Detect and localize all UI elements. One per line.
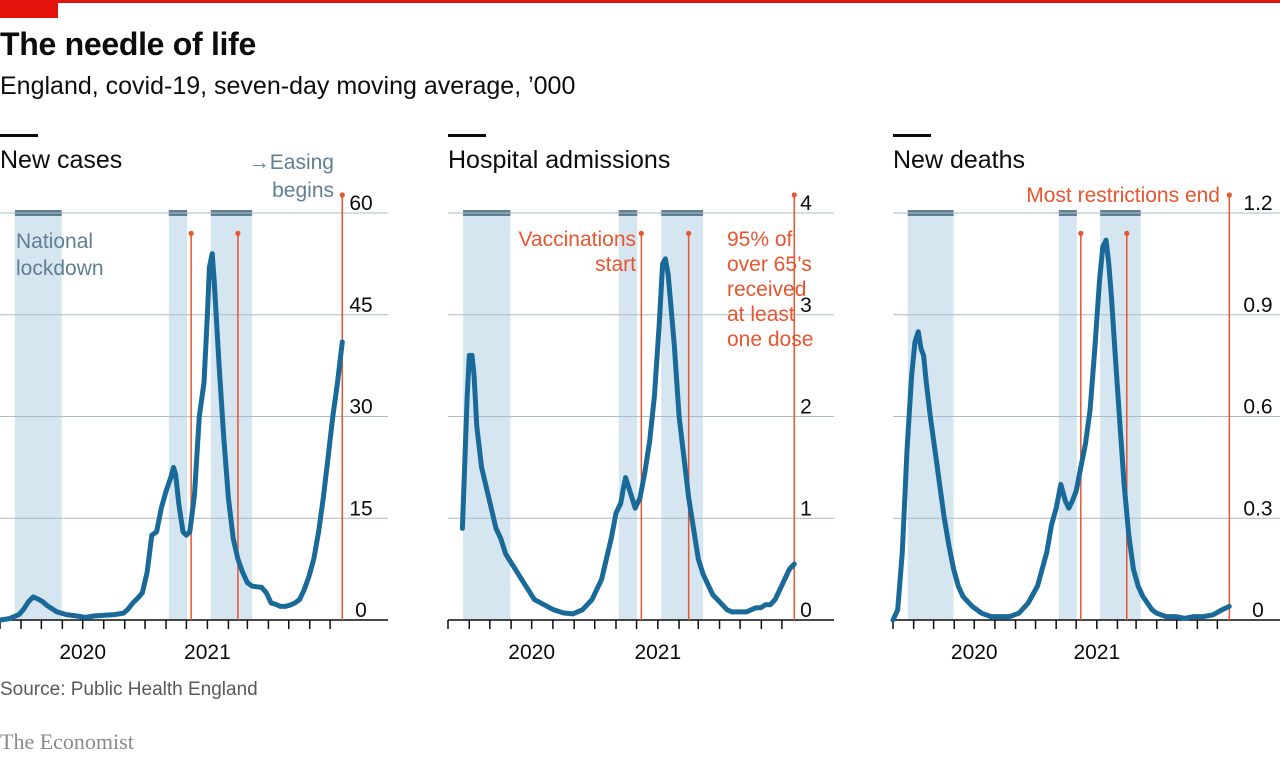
y-tick-label: 1 (800, 497, 812, 520)
y-tick-label: 2 (800, 396, 812, 419)
x-tick-label: 2021 (634, 641, 681, 664)
y-tick-label: 1.2 (1243, 192, 1272, 215)
annotation-start: start (595, 253, 636, 276)
panel-1: New cases 0 15 30 45 60 2020 2021 National lockdo… (0, 134, 388, 664)
panel-title-rule (448, 134, 486, 137)
panel-title: Hospital admissions (448, 146, 670, 174)
y-tick-label: 15 (349, 497, 372, 520)
annotation-95pct: one dose (727, 328, 813, 351)
annotation-95pct: received (727, 278, 806, 301)
y-tick-label: 60 (349, 192, 372, 215)
event-dot (1078, 230, 1084, 236)
y-tick-label: 0 (800, 599, 812, 622)
annotation-lockdown: lockdown (16, 257, 104, 280)
panel-title: New cases (0, 146, 122, 174)
panel-2: Hospital admissions 0 1 2 3 4 2020 2021 Vaccinat… (447, 134, 834, 664)
annotation-95pct: at least (727, 303, 795, 326)
annotation-national: National (16, 230, 93, 253)
y-tick-label: 0 (1252, 599, 1264, 622)
event-dot (188, 230, 194, 236)
y-tick-label: 0 (355, 599, 367, 622)
panel-title: New deaths (893, 146, 1025, 174)
event-dot (791, 192, 797, 198)
x-tick-label: 2020 (951, 641, 998, 664)
y-tick-label: 0.3 (1243, 497, 1272, 520)
annotation-95pct: 95% of (727, 228, 793, 251)
x-tick-label: 2020 (508, 641, 555, 664)
event-dot (1226, 192, 1232, 198)
chart-subtitle: England, covid-19, seven-day moving aver… (0, 72, 576, 100)
panel-title-rule (0, 134, 38, 137)
source-note: Source: Public Health England (0, 679, 258, 700)
y-tick-label: 4 (800, 192, 812, 215)
event-dot (638, 230, 644, 236)
panel-title-rule (893, 134, 931, 137)
event-dot (235, 230, 241, 236)
annotation-begins: begins (272, 179, 334, 202)
chart-title: The needle of life (0, 26, 256, 62)
event-dot (339, 192, 345, 198)
y-tick-label: 3 (800, 294, 812, 317)
x-tick-label: 2020 (59, 641, 106, 664)
y-tick-label: 0.9 (1243, 294, 1272, 317)
event-dot (1124, 230, 1130, 236)
top-accent-line (0, 0, 1280, 3)
annotation-restrictions-end: Most restrictions end (1026, 184, 1220, 207)
event-dot (686, 230, 692, 236)
x-tick-label: 2021 (1073, 641, 1120, 664)
top-accent-tab (0, 0, 58, 18)
y-tick-label: 30 (349, 396, 372, 419)
annotation-vaccinations: Vaccinations (518, 228, 636, 251)
y-tick-label: 45 (349, 294, 372, 317)
publisher-logo: The Economist (0, 729, 134, 754)
annotation-easing: →Easing (249, 151, 334, 174)
annotation-95pct: over 65’s (727, 253, 812, 276)
y-tick-label: 0.6 (1243, 396, 1272, 419)
panel-3: New deaths 0 0.3 0.6 0.9 1.2 2020 2021 Most rest… (890, 134, 1280, 664)
x-tick-label: 2021 (184, 641, 231, 664)
